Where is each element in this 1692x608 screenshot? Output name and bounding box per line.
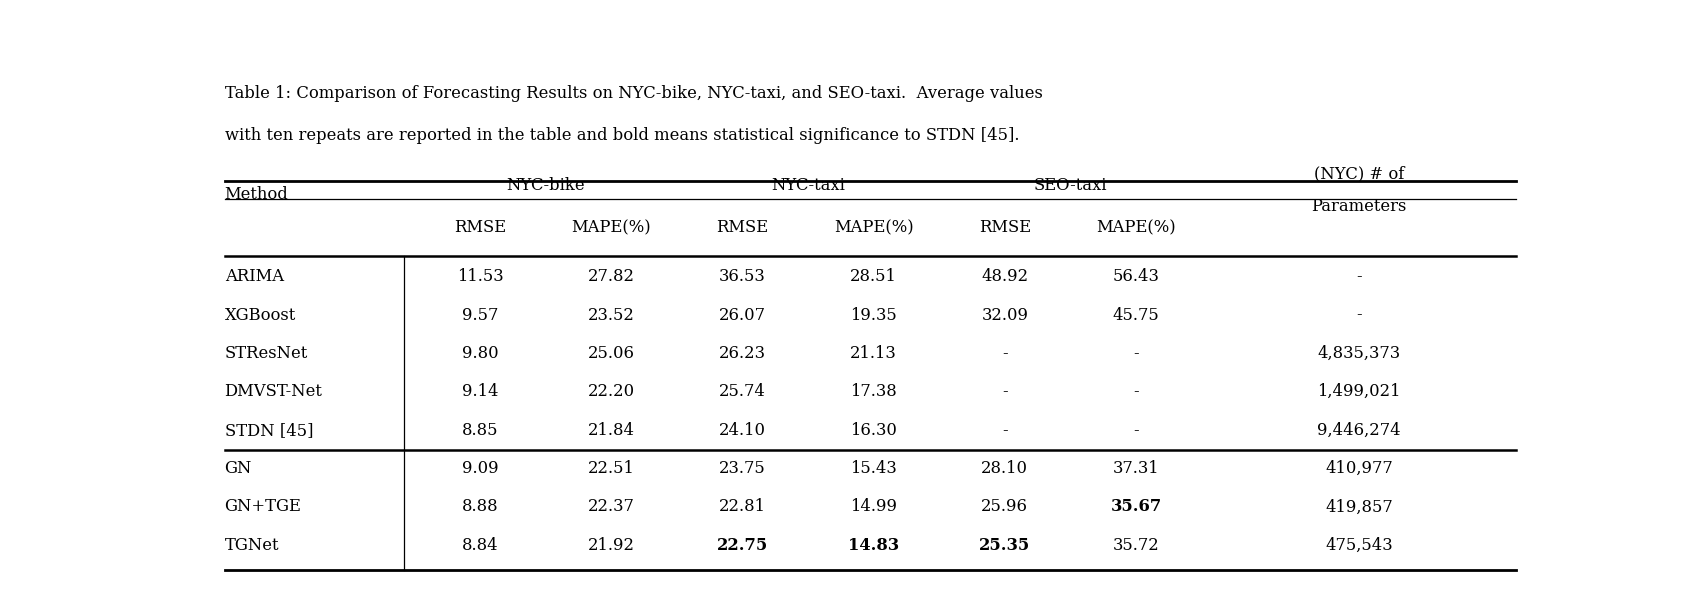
Text: 28.10: 28.10	[981, 460, 1029, 477]
Text: 56.43: 56.43	[1113, 268, 1159, 285]
Text: 17.38: 17.38	[851, 383, 897, 400]
Text: 9.14: 9.14	[462, 383, 499, 400]
Text: Table 1: Comparison of Forecasting Results on NYC-bike, NYC-taxi, and SEO-taxi. : Table 1: Comparison of Forecasting Resul…	[225, 85, 1042, 102]
Text: 14.83: 14.83	[848, 537, 898, 554]
Text: -: -	[1134, 345, 1139, 362]
Text: -: -	[1134, 422, 1139, 439]
Text: NYC-bike: NYC-bike	[506, 177, 585, 194]
Text: 25.35: 25.35	[980, 537, 1030, 554]
Text: Method: Method	[225, 186, 288, 203]
Text: 21.13: 21.13	[851, 345, 897, 362]
Text: GN+TGE: GN+TGE	[225, 499, 301, 516]
Text: ARIMA: ARIMA	[225, 268, 284, 285]
Text: 28.51: 28.51	[851, 268, 897, 285]
Text: 22.75: 22.75	[717, 537, 768, 554]
Text: 25.06: 25.06	[587, 345, 634, 362]
Text: 22.37: 22.37	[589, 499, 634, 516]
Text: 35.67: 35.67	[1110, 499, 1162, 516]
Text: 410,977: 410,977	[1325, 460, 1393, 477]
Text: 21.92: 21.92	[587, 537, 634, 554]
Text: STResNet: STResNet	[225, 345, 308, 362]
Text: 8.84: 8.84	[462, 537, 499, 554]
Text: 9.09: 9.09	[462, 460, 499, 477]
Text: 11.53: 11.53	[457, 268, 504, 285]
Text: 36.53: 36.53	[719, 268, 766, 285]
Text: 8.85: 8.85	[462, 422, 499, 439]
Text: 9.80: 9.80	[462, 345, 499, 362]
Text: -: -	[1355, 306, 1362, 323]
Text: 1,499,021: 1,499,021	[1316, 383, 1401, 400]
Text: -: -	[1355, 268, 1362, 285]
Text: 4,835,373: 4,835,373	[1318, 345, 1401, 362]
Text: 16.30: 16.30	[851, 422, 897, 439]
Text: DMVST-Net: DMVST-Net	[225, 383, 323, 400]
Text: 19.35: 19.35	[851, 306, 897, 323]
Text: 21.84: 21.84	[587, 422, 634, 439]
Text: 8.88: 8.88	[462, 499, 499, 516]
Text: 45.75: 45.75	[1113, 306, 1159, 323]
Text: RMSE: RMSE	[978, 219, 1030, 236]
Text: TGNet: TGNet	[225, 537, 279, 554]
Text: 25.96: 25.96	[981, 499, 1029, 516]
Text: 419,857: 419,857	[1325, 499, 1393, 516]
Text: SEO-taxi: SEO-taxi	[1034, 177, 1107, 194]
Text: 475,543: 475,543	[1325, 537, 1393, 554]
Text: -: -	[1002, 345, 1008, 362]
Text: -: -	[1134, 383, 1139, 400]
Text: 26.23: 26.23	[719, 345, 766, 362]
Text: 9,446,274: 9,446,274	[1316, 422, 1401, 439]
Text: 14.99: 14.99	[849, 499, 897, 516]
Text: 32.09: 32.09	[981, 306, 1029, 323]
Text: 24.10: 24.10	[719, 422, 766, 439]
Text: GN: GN	[225, 460, 252, 477]
Text: 27.82: 27.82	[587, 268, 634, 285]
Text: NYC-taxi: NYC-taxi	[772, 177, 844, 194]
Text: 23.75: 23.75	[719, 460, 766, 477]
Text: MAPE(%): MAPE(%)	[834, 219, 914, 236]
Text: 22.20: 22.20	[587, 383, 634, 400]
Text: RMSE: RMSE	[716, 219, 768, 236]
Text: -: -	[1002, 422, 1008, 439]
Text: 9.57: 9.57	[462, 306, 499, 323]
Text: -: -	[1002, 383, 1008, 400]
Text: 35.72: 35.72	[1113, 537, 1159, 554]
Text: 48.92: 48.92	[981, 268, 1029, 285]
Text: RMSE: RMSE	[453, 219, 506, 236]
Text: 22.81: 22.81	[719, 499, 766, 516]
Text: 22.51: 22.51	[589, 460, 634, 477]
Text: MAPE(%): MAPE(%)	[572, 219, 651, 236]
Text: 25.74: 25.74	[719, 383, 766, 400]
Text: 23.52: 23.52	[589, 306, 634, 323]
Text: 15.43: 15.43	[851, 460, 897, 477]
Text: 37.31: 37.31	[1113, 460, 1159, 477]
Text: Parameters: Parameters	[1311, 198, 1406, 215]
Text: XGBoost: XGBoost	[225, 306, 296, 323]
Text: MAPE(%): MAPE(%)	[1096, 219, 1176, 236]
Text: with ten repeats are reported in the table and bold means statistical significan: with ten repeats are reported in the tab…	[225, 127, 1019, 144]
Text: (NYC) # of: (NYC) # of	[1313, 165, 1404, 182]
Text: 26.07: 26.07	[719, 306, 766, 323]
Text: STDN [45]: STDN [45]	[225, 422, 313, 439]
